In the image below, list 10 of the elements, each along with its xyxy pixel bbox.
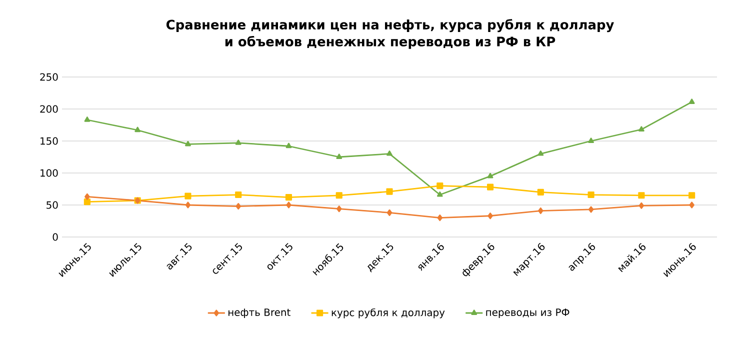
legend-label: курс рубля к доллару [332, 308, 445, 318]
legend-label: переводы из РФ [486, 308, 570, 318]
y-tick-label: 0 [52, 233, 58, 241]
y-tick-label: 200 [40, 105, 58, 113]
legend-label: нефть Brent [228, 308, 290, 318]
y-tick-label: 50 [46, 201, 58, 209]
y-tick-label: 150 [40, 137, 58, 145]
y-tick-label: 100 [40, 169, 58, 177]
y-tick-label: 250 [40, 73, 58, 81]
chart-title: Сравнение динамики цен на нефть, курса рубля к доллару и объемов денежных переводов из РФ в КР [166, 19, 614, 49]
